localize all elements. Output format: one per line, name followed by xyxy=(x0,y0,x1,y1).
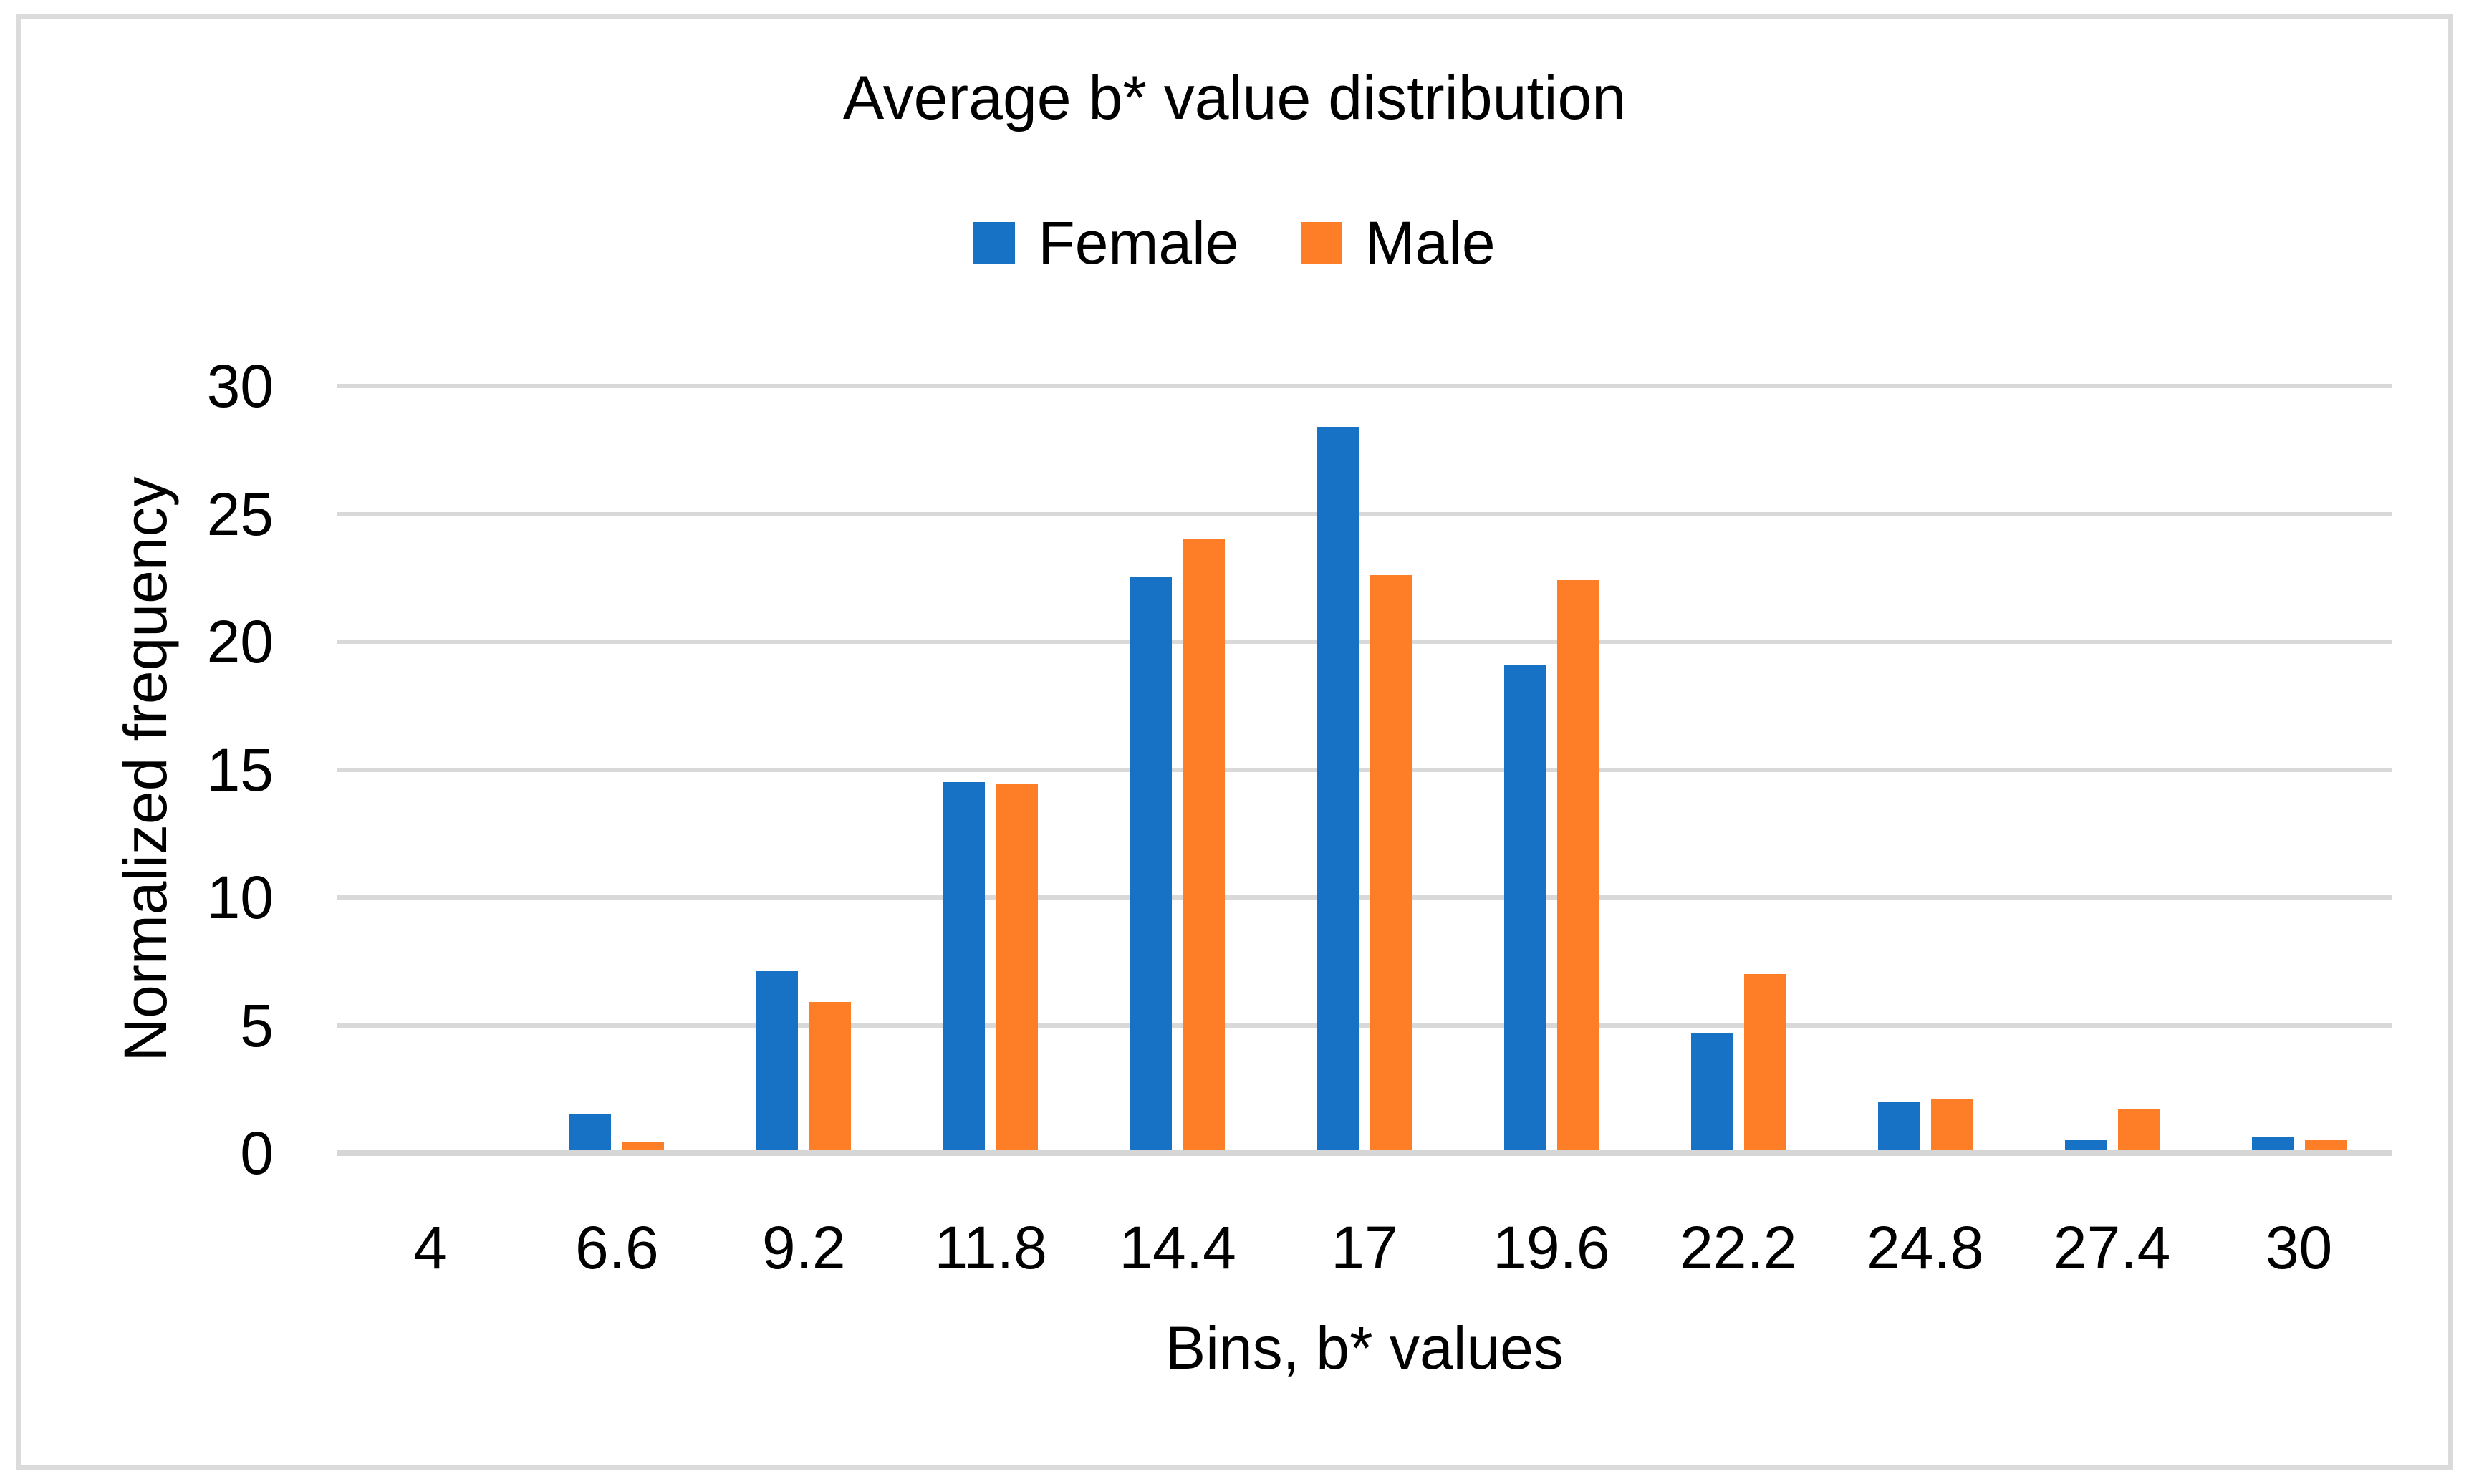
legend-label-female: Female xyxy=(1038,209,1239,276)
x-axis-line xyxy=(337,1150,2392,1156)
bar-female xyxy=(1317,426,1359,1150)
x-tick-label: 30 xyxy=(2265,1214,2333,1281)
gridline xyxy=(337,384,2392,388)
bar-male xyxy=(1183,539,1226,1150)
bar-male xyxy=(2304,1140,2347,1150)
x-tick-label: 4 xyxy=(413,1214,447,1281)
bar-female xyxy=(2064,1140,2107,1150)
gridline xyxy=(337,640,2392,644)
x-tick-label: 6.6 xyxy=(574,1214,659,1281)
x-axis-title: Bins, b* values xyxy=(1165,1314,1564,1382)
gridline xyxy=(337,511,2392,516)
bar-male xyxy=(809,1001,852,1150)
legend-item-female: Female xyxy=(973,209,1239,276)
bar-female xyxy=(1130,577,1173,1150)
y-tick-label: 25 xyxy=(206,480,274,548)
legend-item-male: Male xyxy=(1300,209,1496,276)
bar-male xyxy=(1370,574,1412,1150)
bar-male xyxy=(996,784,1039,1150)
y-tick-label: 15 xyxy=(206,736,274,804)
bar-female xyxy=(1877,1102,1920,1150)
y-tick-label: 30 xyxy=(206,352,274,420)
x-tick-label: 14.4 xyxy=(1119,1214,1236,1281)
gridline xyxy=(337,767,2392,772)
legend-swatch-female xyxy=(973,222,1016,264)
x-tick-label: 9.2 xyxy=(761,1214,846,1281)
legend-label-male: Male xyxy=(1365,209,1496,276)
gridline xyxy=(337,1023,2392,1028)
y-tick-label: 20 xyxy=(206,608,274,675)
y-tick-label: 5 xyxy=(240,991,274,1059)
bar-female xyxy=(1503,664,1546,1150)
bar-male xyxy=(1743,973,1786,1150)
x-tick-label: 24.8 xyxy=(1866,1214,1984,1281)
chart-title: Average b* value distribution xyxy=(842,64,1627,132)
x-tick-label: 17 xyxy=(1331,1214,1398,1281)
legend-swatch-male xyxy=(1300,222,1342,264)
x-tick-label: 19.6 xyxy=(1493,1214,1610,1281)
x-tick-label: 27.4 xyxy=(2053,1214,2171,1281)
chart-border-frame xyxy=(16,14,2453,1470)
y-tick-label: 0 xyxy=(240,1119,274,1187)
bar-male xyxy=(1930,1099,1973,1150)
x-tick-label: 22.2 xyxy=(1680,1214,1797,1281)
bar-female xyxy=(756,971,799,1150)
y-tick-label: 10 xyxy=(206,864,274,931)
x-tick-label: 11.8 xyxy=(934,1214,1047,1281)
bar-female xyxy=(943,781,986,1150)
bar-female xyxy=(1690,1032,1733,1150)
gridline xyxy=(337,895,2392,900)
bar-female xyxy=(2251,1137,2294,1150)
bar-female xyxy=(569,1114,612,1150)
bar-male xyxy=(1556,579,1599,1150)
legend: Female Male xyxy=(0,211,2469,275)
bar-male xyxy=(2117,1109,2160,1150)
bar-male xyxy=(622,1142,665,1150)
